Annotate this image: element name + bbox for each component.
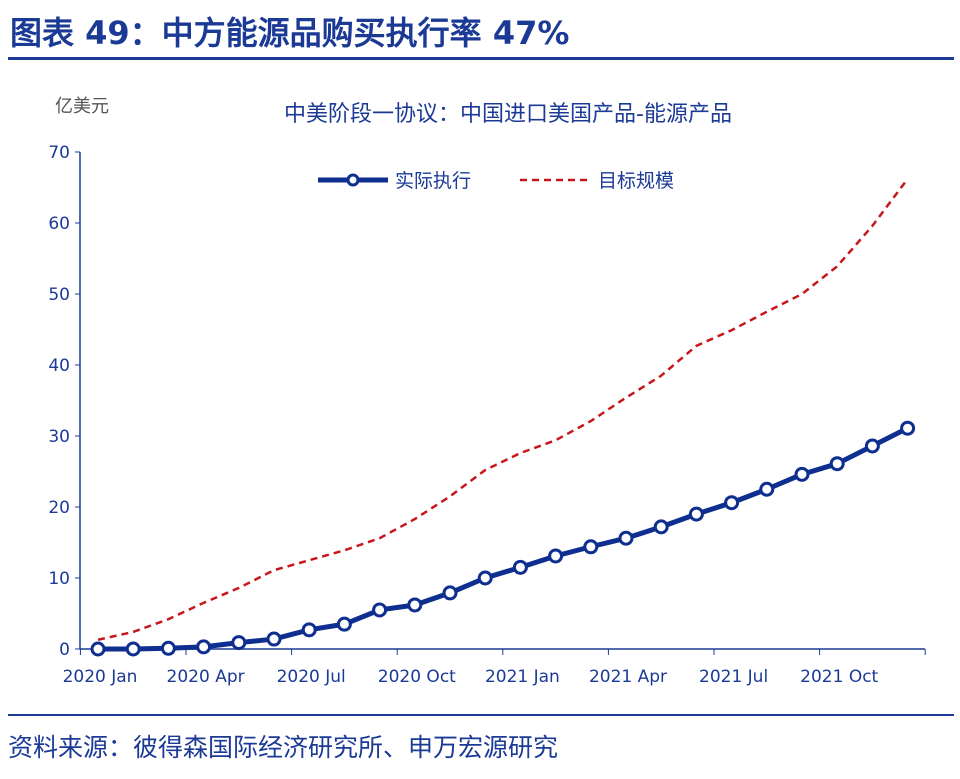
actual-data-point bbox=[583, 539, 599, 555]
actual-data-point bbox=[794, 466, 810, 482]
actual-data-point bbox=[759, 481, 775, 497]
x-tick-label: 2021 Jan bbox=[485, 667, 560, 687]
figure-title: 图表 49：中方能源品购买执行率 47% bbox=[10, 14, 570, 52]
y-tick-label: 70 bbox=[48, 143, 70, 163]
line-chart: 亿美元 中美阶段一协议：中国进口美国产品-能源产品 实际执行 目标规模 0 10 2… bbox=[48, 96, 926, 687]
x-tick-label: 2020 Jan bbox=[63, 667, 138, 687]
actual-data-point bbox=[125, 641, 141, 657]
x-tick-label: 2020 Oct bbox=[378, 667, 456, 687]
legend-actual-marker bbox=[346, 173, 360, 187]
x-tick-label: 2020 Jul bbox=[277, 667, 346, 687]
actual-data-point bbox=[442, 585, 458, 601]
chart-title: 中美阶段一协议：中国进口美国产品-能源产品 bbox=[284, 102, 732, 127]
actual-data-point bbox=[231, 635, 247, 651]
x-tick-label: 2020 Apr bbox=[167, 667, 245, 687]
x-tick-label: 2021 Oct bbox=[800, 667, 878, 687]
x-tick-label: 2021 Jul bbox=[699, 667, 768, 687]
y-tick-label: 10 bbox=[48, 569, 70, 589]
actual-data-point bbox=[266, 631, 282, 647]
legend-target-label: 目标规模 bbox=[598, 170, 674, 192]
target-series-line bbox=[97, 178, 909, 641]
y-tick-label: 40 bbox=[48, 356, 70, 376]
legend: 实际执行 目标规模 bbox=[318, 170, 674, 192]
actual-data-point bbox=[301, 622, 317, 638]
actual-data-point bbox=[90, 641, 106, 657]
y-tick-label: 60 bbox=[48, 214, 70, 234]
actual-data-point bbox=[829, 456, 845, 472]
actual-data-point bbox=[372, 602, 388, 618]
legend-actual-label: 实际执行 bbox=[395, 170, 471, 192]
actual-data-point bbox=[407, 597, 423, 613]
actual-data-point bbox=[688, 506, 704, 522]
actual-data-point bbox=[618, 530, 634, 546]
actual-data-point bbox=[548, 548, 564, 564]
source-note: 资料来源：彼得森国际经济研究所、申万宏源研究 bbox=[8, 733, 559, 762]
footer-divider bbox=[8, 714, 954, 716]
x-tick-label: 2021 Apr bbox=[589, 667, 667, 687]
y-tick-label: 50 bbox=[48, 285, 70, 305]
actual-data-point bbox=[864, 438, 880, 454]
actual-data-point bbox=[160, 640, 176, 656]
y-axis-label: 亿美元 bbox=[55, 96, 109, 117]
actual-data-point bbox=[653, 519, 669, 535]
actual-data-point bbox=[336, 616, 352, 632]
y-tick-label: 20 bbox=[48, 498, 70, 518]
actual-data-point bbox=[477, 570, 493, 586]
y-tick-label: 30 bbox=[48, 427, 70, 447]
title-divider bbox=[8, 57, 954, 60]
actual-data-point bbox=[900, 420, 916, 436]
actual-data-point bbox=[512, 559, 528, 575]
actual-data-point bbox=[196, 639, 212, 655]
y-tick-label: 0 bbox=[59, 640, 70, 660]
actual-data-point bbox=[724, 495, 740, 511]
